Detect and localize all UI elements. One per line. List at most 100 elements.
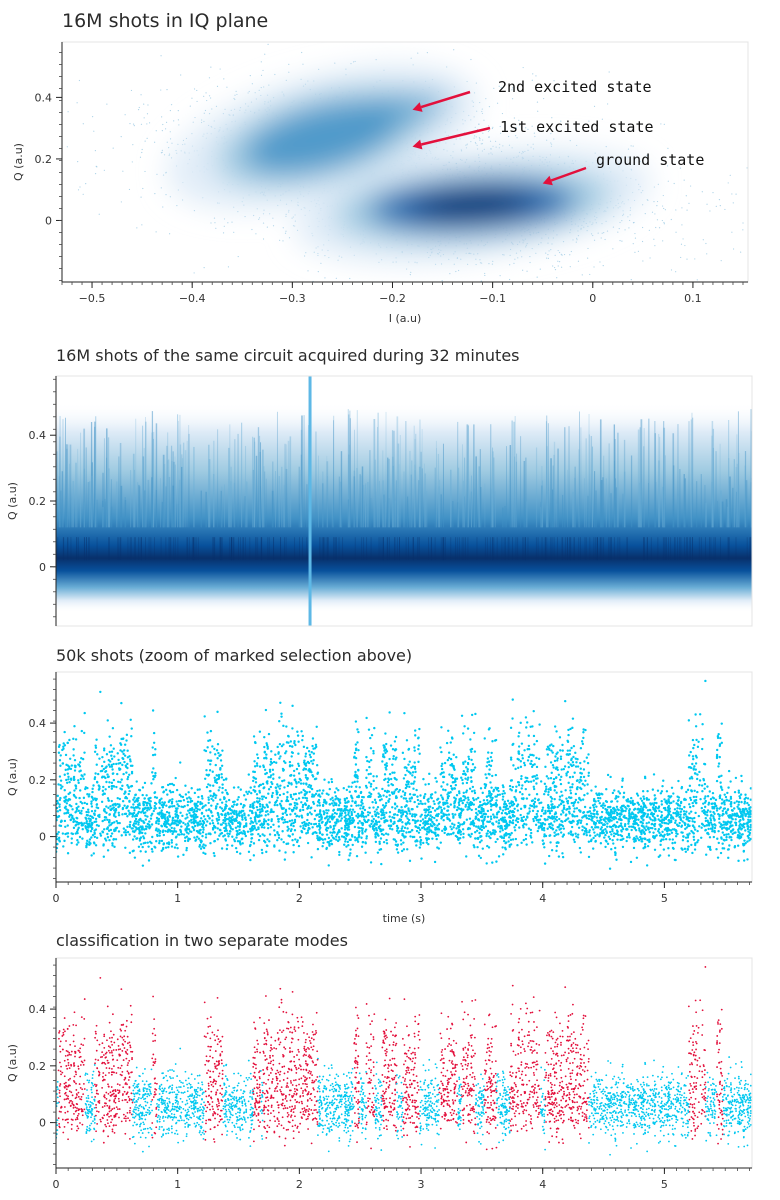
iq-density-layer (59, 43, 748, 307)
shot-point (408, 859, 412, 863)
iq-shot (169, 138, 172, 140)
shot-point (737, 789, 740, 792)
shot-point (246, 792, 249, 796)
shot-point (87, 811, 90, 814)
shot-point (271, 791, 275, 795)
shot-point (529, 780, 533, 783)
annotation-arrow (550, 166, 587, 182)
iq-shot (301, 51, 303, 54)
shot-point (550, 771, 553, 775)
shot-point (449, 803, 453, 806)
shot-point (388, 711, 391, 714)
shot-point (102, 767, 106, 771)
iq-shot (203, 112, 205, 114)
shot-point (255, 793, 259, 796)
shot-point (691, 817, 694, 820)
iq-shot (559, 295, 560, 296)
shot-point (462, 762, 465, 766)
shot-point (532, 817, 535, 821)
shot-point (255, 828, 258, 832)
iq-shot (237, 210, 239, 213)
shot-point (444, 827, 448, 831)
shot-point (385, 795, 388, 799)
iq-shot (272, 225, 275, 227)
shot-point (278, 802, 282, 806)
shot-point (571, 783, 574, 786)
iq-shot (141, 148, 143, 151)
iq-shot (136, 227, 138, 229)
shot-point (532, 819, 535, 823)
shot-point (579, 747, 583, 750)
iq-shot (535, 252, 537, 254)
iq-shot (519, 250, 522, 252)
shot-point (353, 836, 357, 839)
shot-point (530, 765, 534, 769)
shot-point (235, 850, 239, 854)
iq-shot (503, 254, 505, 256)
shot-point (692, 835, 695, 839)
iq-shot (485, 98, 487, 100)
shot-point (276, 838, 279, 842)
iq-shot (562, 241, 565, 243)
iq-shot (712, 191, 714, 194)
shot-point (514, 823, 518, 827)
shot-point (85, 819, 89, 823)
iq-shot (570, 250, 572, 253)
shot-point (473, 846, 476, 849)
shot-point (138, 788, 141, 792)
iq-shot (233, 97, 235, 100)
iq-shot (130, 89, 133, 92)
iq-shot (546, 283, 547, 284)
shot-point (672, 817, 675, 820)
iq-shot (503, 287, 504, 288)
iq-shot (59, 168, 60, 169)
iq-shot (548, 250, 550, 252)
iq-shot (629, 214, 631, 216)
shot-point (255, 762, 259, 765)
iq-shot (478, 137, 481, 139)
iq-shot (260, 74, 263, 76)
iq-shot (258, 217, 261, 219)
shot-point (358, 820, 361, 823)
shot-point (301, 821, 304, 825)
iq-shot (352, 61, 355, 63)
iq-shot (560, 120, 562, 122)
shot-point (440, 785, 443, 788)
shot-point (431, 806, 435, 810)
shot-point (560, 790, 563, 794)
shot-point (101, 755, 104, 759)
iq-shot (554, 254, 556, 256)
iq-shot (416, 262, 418, 264)
iq-shot (634, 232, 636, 235)
iq-shot (393, 306, 394, 307)
iq-shot (162, 206, 164, 208)
iq-density-contour (417, 192, 528, 218)
shot-point (690, 843, 693, 847)
iq-shot (258, 218, 260, 220)
shot-point (641, 829, 644, 832)
iq-shot (612, 226, 615, 228)
iq-shot (670, 218, 672, 221)
iq-shot (664, 209, 666, 211)
iq-shot (546, 139, 548, 141)
iq-shot (492, 145, 494, 147)
iq-shot (171, 142, 173, 144)
iq-shot (529, 261, 531, 264)
iq-shot (161, 130, 163, 132)
iq-shot (487, 130, 490, 133)
iq-shot (177, 110, 179, 112)
shot-point (676, 795, 679, 798)
shot-point (66, 811, 69, 814)
shot-point (216, 827, 219, 830)
iq-shot (666, 165, 669, 167)
iq-shot (350, 63, 352, 65)
shot-point (147, 859, 151, 862)
iq-shot (536, 101, 539, 103)
iq-shot (622, 214, 624, 217)
shot-point (695, 777, 699, 781)
shot-point (696, 745, 700, 749)
iq-shot (532, 73, 534, 75)
iq-shot (453, 263, 455, 265)
iq-shot (673, 182, 675, 185)
annotation-label: 2nd excited state (498, 78, 652, 96)
